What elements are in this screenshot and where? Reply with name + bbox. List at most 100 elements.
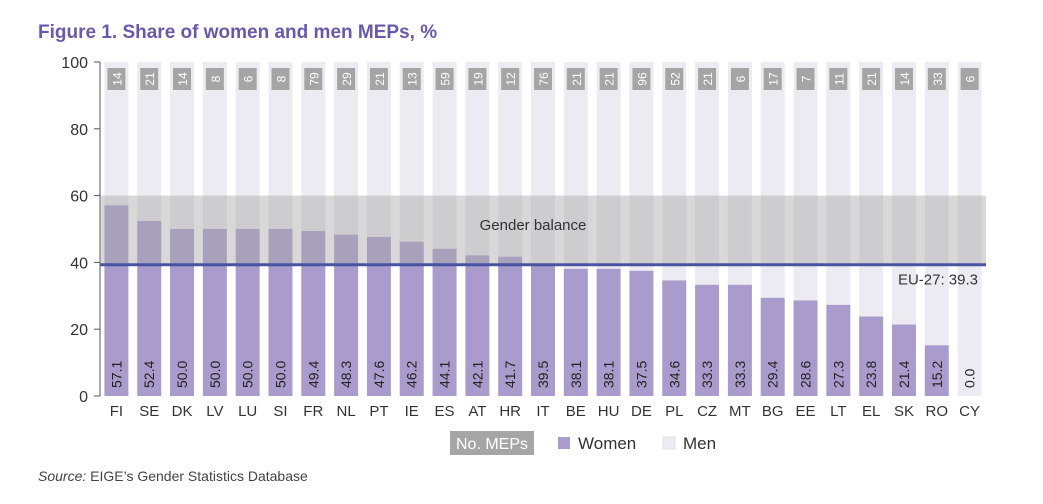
women-value-label: 23.8 [863, 361, 879, 388]
x-tick-label: ES [435, 403, 455, 420]
legend-mep-label: No. MEPs [456, 436, 528, 453]
mep-count-box [369, 68, 388, 90]
x-tick-label: CY [959, 403, 980, 420]
mep-count-label: 21 [373, 72, 387, 86]
x-tick-label: HU [598, 403, 620, 420]
x-tick-label: BG [762, 403, 784, 420]
y-tick-label: 20 [70, 322, 88, 339]
x-tick-label: EE [796, 403, 816, 420]
mep-count-label: 21 [143, 72, 157, 86]
source-note: Source: EIGE’s Gender Statistics Databas… [38, 468, 308, 484]
overlay-layer: Gender balance EU-27: 39.3 [100, 195, 986, 289]
x-tick-label: CZ [697, 403, 717, 420]
x-tick-label: NL [337, 403, 356, 420]
bar-men [399, 62, 424, 242]
mep-count-box [862, 68, 881, 90]
bar-women [891, 324, 916, 396]
bar-women [924, 345, 949, 396]
women-value-label: 48.3 [338, 361, 354, 388]
eu-average-label: EU-27: 39.3 [898, 272, 978, 289]
labels-layer: 14 57.1 FI 21 52.4 SE 14 50.0 DK 8 50.0 LV 6 50.0 LU 8 5… [107, 68, 980, 420]
mep-count-label: 21 [865, 72, 879, 86]
bar-women [498, 256, 523, 396]
mep-count-label: 76 [537, 72, 551, 86]
bar-men [432, 62, 457, 249]
women-value-label: 15.2 [929, 361, 945, 388]
mep-count-label: 21 [603, 72, 617, 86]
mep-count-label: 7 [800, 75, 814, 82]
mep-count-label: 17 [767, 72, 781, 86]
y-tick-label: 40 [70, 255, 88, 272]
bar-men [727, 62, 752, 285]
mep-count-box [665, 68, 684, 90]
mep-count-label: 79 [307, 72, 321, 86]
mep-count-box [107, 68, 126, 90]
bar-women [334, 234, 359, 396]
mep-count-label: 12 [504, 72, 518, 86]
mep-count-label: 14 [176, 72, 190, 86]
mep-count-box [271, 68, 290, 90]
women-value-label: 49.4 [305, 361, 321, 388]
bar-women [826, 304, 851, 396]
bar-women [137, 220, 162, 396]
women-value-label: 21.4 [896, 361, 912, 388]
women-value-label: 50.0 [240, 361, 256, 388]
women-value-label: 0.0 [962, 368, 978, 388]
bar-women [793, 300, 818, 396]
bar-men [662, 62, 687, 281]
women-value-label: 29.4 [765, 361, 781, 388]
x-tick-label: EL [862, 403, 880, 420]
bar-women [235, 229, 260, 396]
women-value-label: 44.1 [437, 361, 453, 388]
bar-women [202, 229, 227, 396]
bar-women [170, 229, 195, 396]
women-value-label: 27.3 [830, 361, 846, 388]
x-tick-label: LT [830, 403, 846, 420]
women-value-label: 33.3 [699, 361, 715, 388]
mep-count-box [205, 68, 224, 90]
mep-count-label: 8 [274, 75, 288, 82]
bar-men [596, 62, 621, 269]
y-tick-label: 60 [70, 189, 88, 206]
y-tick-label: 80 [70, 122, 88, 139]
mep-count-box [140, 68, 159, 90]
x-tick-label: SK [894, 403, 914, 420]
mep-count-label: 14 [110, 72, 124, 86]
y-tick-label: 0 [79, 389, 88, 406]
women-value-label: 50.0 [272, 361, 288, 388]
bar-men [629, 62, 654, 271]
bar-men [924, 62, 949, 346]
gender-balance-label: Gender balance [480, 217, 587, 234]
women-value-label: 52.4 [141, 361, 157, 388]
bar-men [301, 62, 326, 232]
bar-men [826, 62, 851, 305]
women-value-label: 34.6 [666, 361, 682, 388]
x-tick-label: FR [303, 403, 323, 420]
mep-count-box [730, 68, 749, 90]
bar-women [695, 284, 720, 396]
bar-women [531, 264, 555, 396]
y-tick-label: 100 [61, 55, 88, 72]
x-tick-label: DK [172, 403, 193, 420]
bar-women [432, 248, 457, 396]
legend-men-swatch [662, 436, 676, 450]
x-tick-label: HR [499, 403, 521, 420]
mep-count-box [468, 68, 487, 90]
bar-women [104, 205, 129, 396]
women-value-label: 33.3 [732, 361, 748, 388]
mep-count-label: 14 [898, 72, 912, 86]
x-tick-label: FI [110, 403, 123, 420]
mep-count-label: 21 [570, 72, 584, 86]
mep-count-box [599, 68, 618, 90]
mep-count-label: 19 [471, 72, 485, 86]
bar-women [727, 284, 752, 396]
x-tick-label: DE [631, 403, 652, 420]
bar-women [859, 316, 884, 396]
mep-count-label: 8 [209, 75, 223, 82]
mep-count-box [534, 68, 552, 90]
legend-women-swatch [558, 437, 570, 449]
women-value-label: 50.0 [174, 361, 190, 388]
bar-men [957, 62, 982, 396]
mep-count-label: 59 [439, 72, 453, 86]
bar-women [629, 270, 654, 396]
